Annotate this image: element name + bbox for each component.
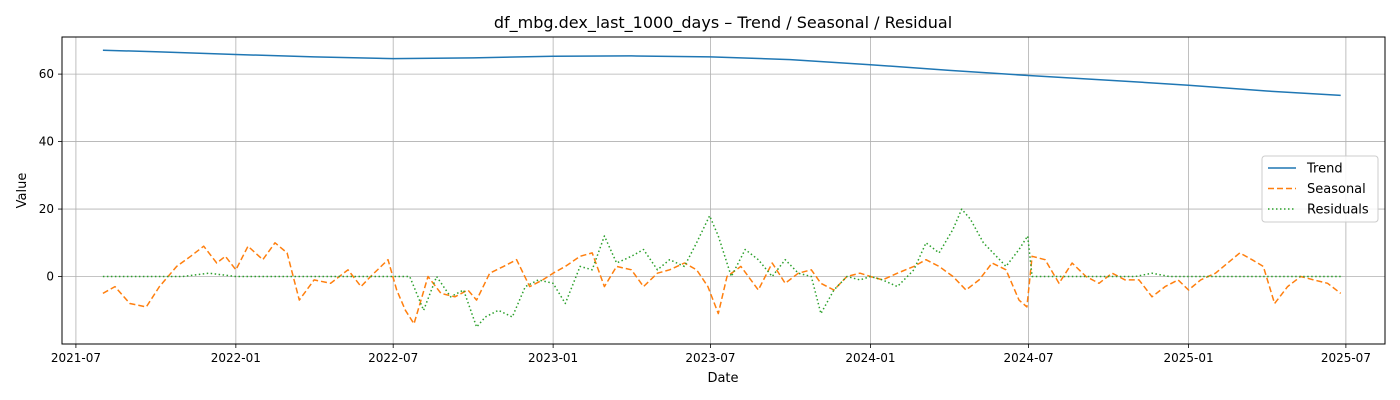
x-tick-label: 2022-01 (211, 351, 261, 365)
grid-lines (62, 37, 1385, 344)
residuals-line (102, 208, 1341, 328)
x-tick-label: 2023-01 (528, 351, 578, 365)
tick-layer: 2021-07 2022-01 2022-07 2023-01 2023-07 2024-… (39, 67, 1371, 365)
x-tick-label: 2021-07 (51, 351, 101, 365)
y-axis-label: Value (15, 173, 30, 209)
legend-label-seasonal: Seasonal (1307, 182, 1366, 197)
x-axis-label: Date (707, 371, 738, 386)
x-tick-label: 2025-01 (1163, 351, 1213, 365)
plot-frame (61, 36, 1386, 345)
chart-title: df_mbg.dex_last_1000_days – Trend / Seas… (494, 13, 952, 33)
y-tick-label: 40 (39, 135, 54, 149)
y-tick-label: 60 (39, 67, 54, 81)
seasonal-line (102, 242, 1342, 325)
legend: Trend Seasonal Residuals (1261, 155, 1379, 223)
legend-box (1261, 155, 1379, 223)
series-layer (102, 49, 1342, 328)
y-tick-label: 20 (39, 202, 54, 216)
x-tick-label: 2023-07 (685, 351, 735, 365)
legend-label-trend: Trend (1306, 162, 1343, 177)
x-tick-label: 2024-01 (845, 351, 895, 365)
x-tick-label: 2022-07 (368, 351, 418, 365)
legend-label-residuals: Residuals (1307, 203, 1369, 218)
x-tick-label: 2024-07 (1004, 351, 1054, 365)
y-tick-label: 0 (46, 270, 54, 284)
x-tick-label: 2025-07 (1321, 351, 1371, 365)
trend-line (102, 49, 1341, 97)
